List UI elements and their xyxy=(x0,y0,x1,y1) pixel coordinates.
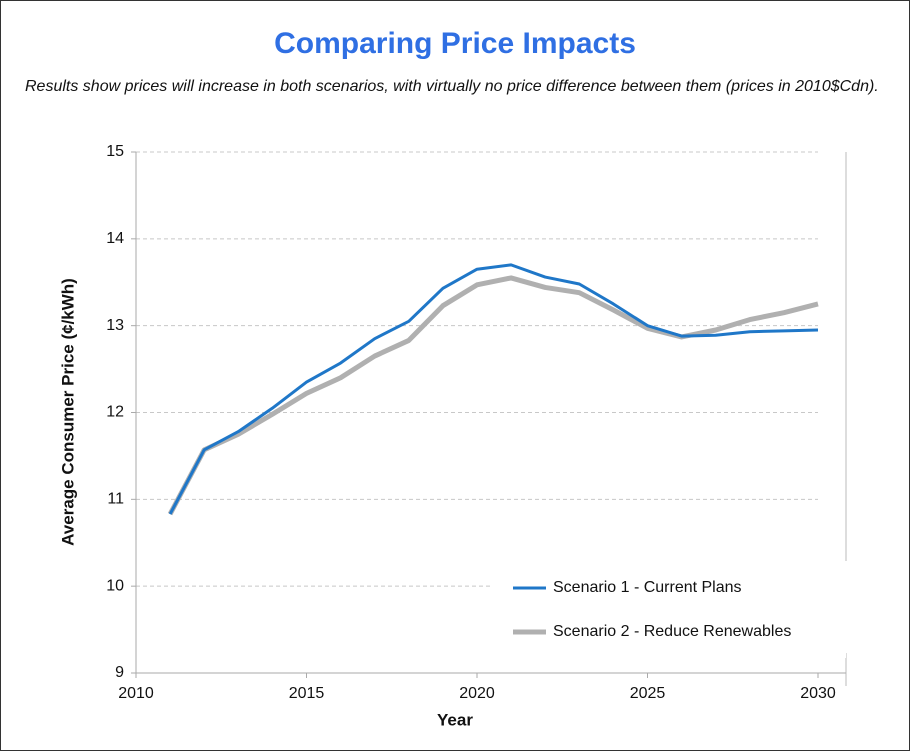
series-line xyxy=(168,263,819,515)
y-tick-label: 10 xyxy=(106,577,124,594)
x-tick-label: 2030 xyxy=(800,685,836,702)
x-tick-label: 2010 xyxy=(118,685,154,702)
x-tick-label: 2025 xyxy=(630,685,666,702)
y-tick-label: 12 xyxy=(106,404,124,421)
y-tick-label: 15 xyxy=(106,143,124,160)
y-tick-label: 9 xyxy=(115,664,124,681)
y-tick-label: 14 xyxy=(106,230,124,247)
legend-label: Scenario 1 - Current Plans xyxy=(553,579,742,596)
x-axis-title: Year xyxy=(437,710,473,729)
legend-box xyxy=(491,568,846,658)
y-axis-title: Average Consumer Price (¢/kWh) xyxy=(58,278,77,546)
subtitle: Results show prices will increase in bot… xyxy=(25,78,879,95)
series-line xyxy=(167,275,819,516)
legend-label: Scenario 2 - Reduce Renewables xyxy=(553,623,791,640)
chart-title: Comparing Price Impacts xyxy=(274,27,636,60)
x-tick-label: 2020 xyxy=(459,685,495,702)
x-tick-label: 2015 xyxy=(289,685,325,702)
y-tick-label: 11 xyxy=(107,491,124,508)
y-tick-label: 13 xyxy=(106,317,124,334)
